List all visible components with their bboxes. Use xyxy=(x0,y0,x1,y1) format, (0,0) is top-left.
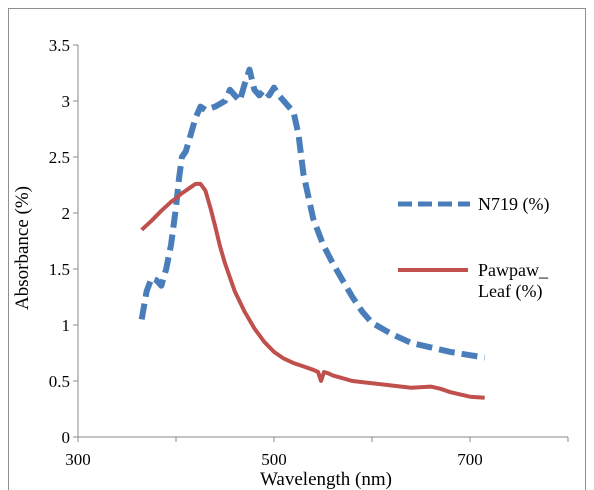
y-tick-label: 3 xyxy=(62,92,71,111)
legend-label-n719: N719 (%) xyxy=(478,194,549,215)
legend-label-pawpaw-leaf: Pawpaw_ Leaf (%) xyxy=(478,260,553,302)
axes xyxy=(77,45,568,438)
legend-label-pawpaw-line2: Leaf (%) xyxy=(478,281,542,302)
series-line-pawpaw-leaf xyxy=(140,181,485,400)
x-axis-title: Wavelength (nm) xyxy=(260,469,392,490)
y-tick-label: 3.5 xyxy=(49,36,70,55)
y-tick-label: 2.5 xyxy=(49,148,70,167)
y-tick-label: 0 xyxy=(62,428,71,447)
y-tick-label: 2 xyxy=(62,204,71,223)
x-axis-ticks: 300 500 700 xyxy=(65,437,569,469)
y-tick-label: 1.5 xyxy=(49,260,70,279)
y-tick-label: 1 xyxy=(62,316,71,335)
x-tick-label: 700 xyxy=(457,450,483,469)
x-tick-label: 500 xyxy=(261,450,287,469)
legend-item-n719: N719 (%) xyxy=(398,194,549,215)
series-line-n719 xyxy=(138,66,486,361)
series-layer xyxy=(138,66,486,400)
y-tick-label: 0.5 xyxy=(49,372,70,391)
legend: N719 (%) Pawpaw_ Leaf (%) xyxy=(398,194,553,302)
chart-frame xyxy=(8,8,586,490)
y-axis-ticks: 0 0.5 1 1.5 2 2.5 3 3.5 xyxy=(49,36,78,447)
legend-label-pawpaw-line1: Pawpaw_ xyxy=(478,260,549,280)
y-axis-title: Absorbance (%) xyxy=(12,186,33,310)
x-tick-label: 300 xyxy=(65,450,91,469)
legend-item-pawpaw-leaf: Pawpaw_ Leaf (%) xyxy=(398,260,553,302)
